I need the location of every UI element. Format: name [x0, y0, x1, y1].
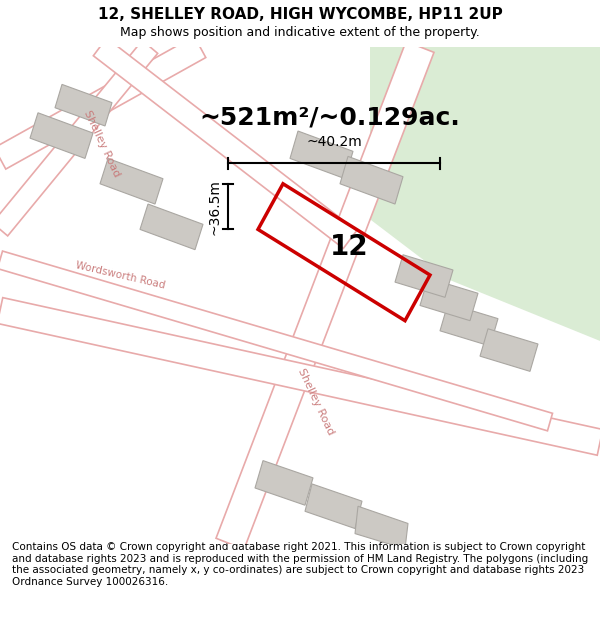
- Polygon shape: [255, 461, 313, 505]
- Polygon shape: [0, 41, 158, 236]
- Text: ~36.5m: ~36.5m: [208, 179, 222, 234]
- Text: Map shows position and indicative extent of the property.: Map shows position and indicative extent…: [120, 26, 480, 39]
- Polygon shape: [355, 506, 408, 549]
- Text: ~521m²/~0.129ac.: ~521m²/~0.129ac.: [200, 106, 460, 130]
- Polygon shape: [290, 131, 353, 179]
- Polygon shape: [100, 158, 163, 204]
- Polygon shape: [305, 484, 362, 529]
- Text: Wordsworth Road: Wordsworth Road: [74, 260, 166, 290]
- Polygon shape: [30, 112, 93, 158]
- Polygon shape: [55, 84, 112, 126]
- Polygon shape: [420, 278, 478, 321]
- Text: Shelley Road: Shelley Road: [82, 108, 122, 178]
- Polygon shape: [370, 47, 600, 341]
- Polygon shape: [0, 298, 600, 455]
- Text: 12: 12: [329, 233, 368, 261]
- Text: Contains OS data © Crown copyright and database right 2021. This information is : Contains OS data © Crown copyright and d…: [12, 542, 588, 587]
- Polygon shape: [94, 38, 356, 248]
- Text: ~40.2m: ~40.2m: [306, 135, 362, 149]
- Text: Shelley Road: Shelley Road: [296, 367, 336, 437]
- Polygon shape: [0, 36, 206, 169]
- Polygon shape: [440, 303, 498, 346]
- Polygon shape: [480, 329, 538, 371]
- Polygon shape: [216, 41, 434, 549]
- Polygon shape: [340, 156, 403, 204]
- Polygon shape: [140, 204, 203, 249]
- Text: 12, SHELLEY ROAD, HIGH WYCOMBE, HP11 2UP: 12, SHELLEY ROAD, HIGH WYCOMBE, HP11 2UP: [98, 7, 502, 22]
- Polygon shape: [0, 251, 553, 431]
- Polygon shape: [395, 255, 453, 298]
